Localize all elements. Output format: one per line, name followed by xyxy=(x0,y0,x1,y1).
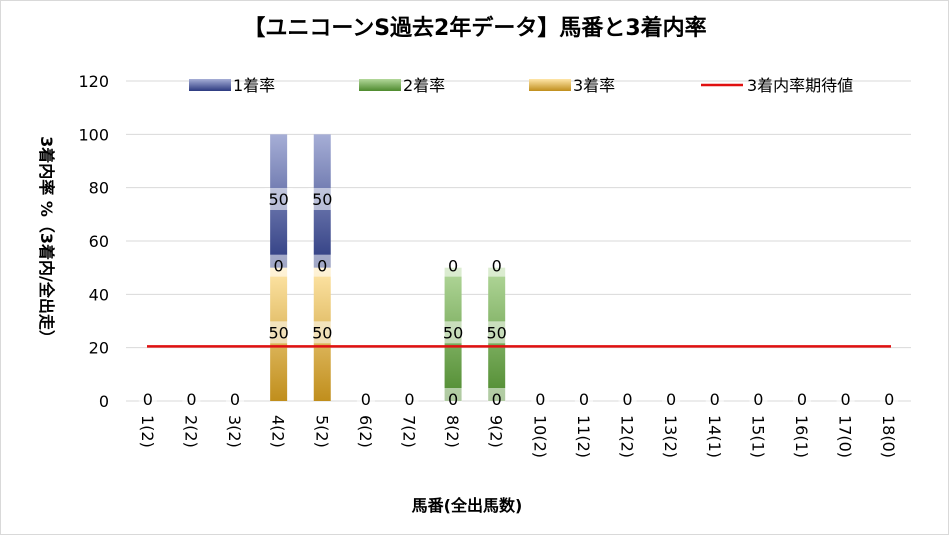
data-label-bg xyxy=(439,321,468,344)
data-label: 0 xyxy=(710,390,720,409)
data-label-bg xyxy=(226,388,245,410)
data-label-bg xyxy=(138,388,157,410)
data-label: 0 xyxy=(317,257,327,276)
x-tick-label: 4(2) xyxy=(269,415,288,448)
data-label-bg xyxy=(308,188,337,210)
y-tick-label: 100 xyxy=(78,125,109,144)
data-label: 50 xyxy=(268,190,288,209)
data-label: 0 xyxy=(753,390,763,409)
x-tick-label: 15(1) xyxy=(748,415,767,458)
data-label-bg xyxy=(705,388,724,410)
data-label: 0 xyxy=(143,390,153,409)
y-tick-label: 120 xyxy=(78,72,109,91)
data-label-bg xyxy=(662,388,681,410)
x-axis-title: 馬番(全出馬数) xyxy=(412,496,523,515)
data-label: 50 xyxy=(312,190,332,209)
data-label-bg xyxy=(313,254,332,277)
data-label: 0 xyxy=(492,390,502,409)
x-tick-label: 6(2) xyxy=(356,415,375,448)
y-tick-label: 80 xyxy=(89,179,109,198)
data-label: 0 xyxy=(448,390,458,409)
data-label-bg xyxy=(880,388,899,410)
data-label-bg xyxy=(444,254,463,277)
data-label-bg xyxy=(482,321,511,344)
x-tick-label: 5(2) xyxy=(312,415,331,448)
data-label: 50 xyxy=(268,323,288,342)
legend: 1着率 2着率 3着率 3着内率期待値 xyxy=(189,76,853,95)
data-label: 0 xyxy=(404,390,414,409)
data-label-bg xyxy=(308,321,337,344)
legend-label: 2着率 xyxy=(403,76,445,95)
x-tick-label: 12(2) xyxy=(618,415,637,458)
bars xyxy=(270,134,506,401)
data-label: 0 xyxy=(448,257,458,276)
data-label-bg xyxy=(182,388,201,410)
data-label-bg xyxy=(444,388,463,410)
data-label-bg xyxy=(574,388,593,410)
data-label-bg xyxy=(487,254,506,277)
data-label: 50 xyxy=(487,323,507,342)
gridlines xyxy=(126,80,911,402)
y-tick-label: 0 xyxy=(99,392,109,411)
legend-swatch-1着率 xyxy=(189,79,231,91)
data-label: 0 xyxy=(492,257,502,276)
data-label: 0 xyxy=(884,390,894,409)
data-label: 0 xyxy=(535,390,545,409)
x-tick-label: 11(2) xyxy=(574,415,593,458)
data-label-bg xyxy=(749,388,768,410)
data-label: 0 xyxy=(186,390,196,409)
y-axis-ticks: 0 20 40 60 80 100 120 xyxy=(78,72,109,411)
data-label-bg xyxy=(264,188,293,210)
legend-label: 3着率 xyxy=(573,76,615,95)
data-label-bg xyxy=(356,388,375,410)
y-tick-label: 60 xyxy=(89,232,109,251)
x-tick-label: 13(2) xyxy=(661,415,680,458)
data-label: 0 xyxy=(274,257,284,276)
data-label: 0 xyxy=(666,390,676,409)
data-label-bg xyxy=(836,388,855,410)
x-axis-ticks: 1(2) 2(2) 3(2) 4(2) 5(2) 6(2) 7(2) 8(2) 9(2) 10(2… xyxy=(138,415,898,458)
x-tick-label: 1(2) xyxy=(138,415,157,448)
data-label-bg xyxy=(618,388,637,410)
x-tick-label: 7(2) xyxy=(399,415,418,448)
x-tick-label: 3(2) xyxy=(225,415,244,448)
y-tick-label: 40 xyxy=(89,285,109,304)
data-label: 0 xyxy=(622,390,632,409)
data-label: 50 xyxy=(443,323,463,342)
data-label: 0 xyxy=(579,390,589,409)
data-label-bg xyxy=(400,388,419,410)
y-axis-title: 3着内率 %（3着内/全出走） xyxy=(37,136,56,346)
legend-swatch-3着率 xyxy=(529,79,571,91)
data-label: 50 xyxy=(312,323,332,342)
y-tick-label: 20 xyxy=(89,339,109,358)
x-tick-label: 2(2) xyxy=(181,415,200,448)
legend-swatch-2着率 xyxy=(359,79,401,91)
legend-label: 1着率 xyxy=(233,76,275,95)
data-label-bg xyxy=(269,254,288,277)
x-tick-label: 8(2) xyxy=(443,415,462,448)
data-label: 0 xyxy=(840,390,850,409)
data-label-bg xyxy=(264,321,293,344)
x-tick-label: 17(0) xyxy=(836,415,855,458)
x-tick-label: 18(0) xyxy=(879,415,898,458)
data-label-bg xyxy=(792,388,811,410)
data-label-bg xyxy=(531,388,550,410)
x-tick-label: 14(1) xyxy=(705,415,724,458)
data-label: 0 xyxy=(361,390,371,409)
data-label: 0 xyxy=(230,390,240,409)
data-labels: 0 0 0 50 50 0 0 50 50 0 0 0 0 0 0 0 0 0 0 0 50 50 0 0 0 0 xyxy=(138,188,899,410)
data-label: 0 xyxy=(797,390,807,409)
x-tick-label: 9(2) xyxy=(487,415,506,448)
x-tick-label: 10(2) xyxy=(530,415,549,458)
chart-title: 【ユニコーンS過去2年データ】馬番と3着内率 xyxy=(243,15,706,41)
x-tick-label: 16(1) xyxy=(792,415,811,458)
legend-label: 3着内率期待値 xyxy=(747,76,853,95)
data-label-bg xyxy=(487,388,506,410)
